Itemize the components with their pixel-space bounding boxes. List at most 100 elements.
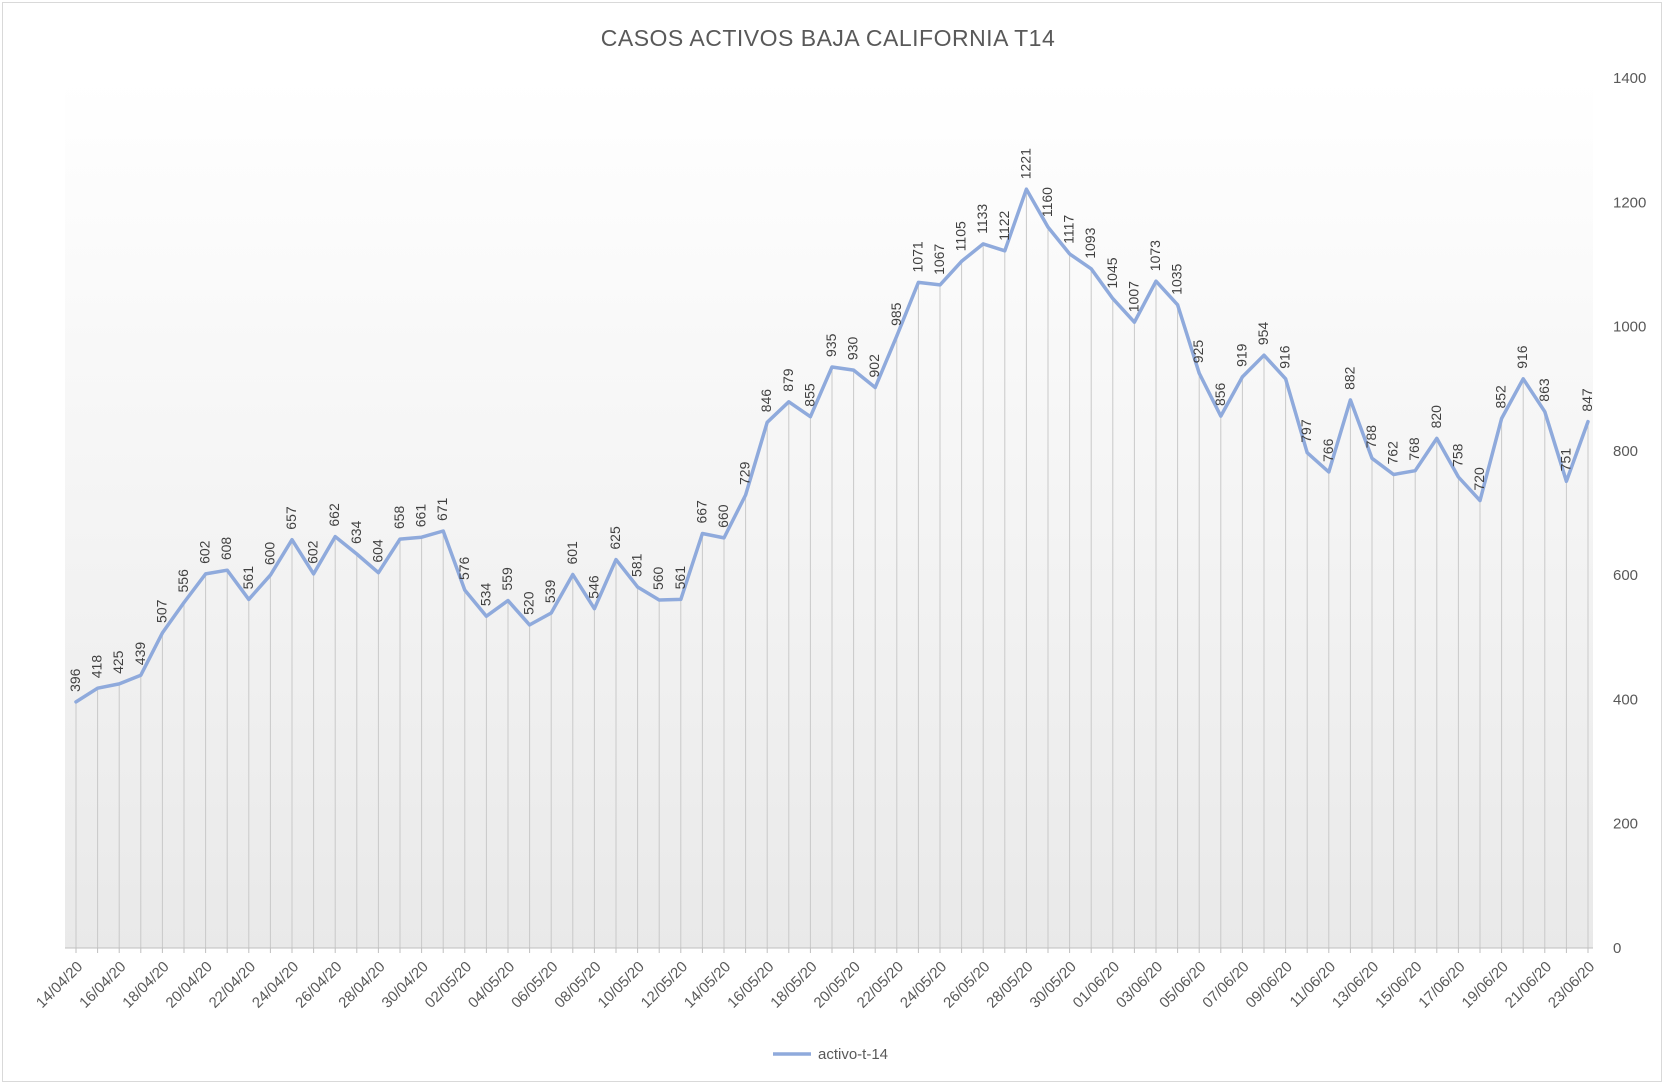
data-label: 560	[650, 566, 666, 590]
x-tick-label: 16/04/20	[76, 958, 129, 1011]
data-label: 634	[348, 520, 364, 544]
data-label: 720	[1471, 467, 1487, 491]
data-label: 1122	[996, 210, 1012, 240]
x-tick-label: 22/05/20	[854, 958, 907, 1011]
data-label: 559	[499, 567, 515, 591]
data-label: 556	[175, 569, 191, 593]
data-label: 788	[1363, 425, 1379, 449]
x-axis: 14/04/2016/04/2018/04/2020/04/2022/04/20…	[33, 948, 1598, 1012]
plot-background	[65, 78, 1593, 948]
x-tick-label: 18/04/20	[119, 958, 172, 1011]
data-label: 604	[369, 539, 385, 563]
chart-title: CASOS ACTIVOS BAJA CALIFORNIA T14	[601, 25, 1056, 51]
x-tick-label: 14/05/20	[681, 958, 734, 1011]
x-tick-label: 12/05/20	[638, 958, 691, 1011]
x-tick-label: 19/06/20	[1459, 958, 1512, 1011]
data-label: 1105	[953, 221, 969, 251]
data-label: 671	[434, 497, 450, 521]
data-label: 916	[1277, 345, 1293, 369]
x-tick-label: 10/05/20	[595, 958, 648, 1011]
data-label: 539	[542, 579, 558, 603]
x-tick-label: 24/04/20	[249, 958, 302, 1011]
x-tick-label: 08/05/20	[551, 958, 604, 1011]
data-label: 581	[629, 553, 645, 577]
x-tick-label: 04/05/20	[465, 958, 518, 1011]
data-label: 751	[1557, 448, 1573, 472]
data-label: 1045	[1104, 257, 1120, 288]
data-label: 1067	[931, 244, 947, 275]
x-tick-label: 23/06/20	[1545, 958, 1598, 1011]
data-label: 425	[110, 650, 126, 674]
x-tick-label: 06/05/20	[508, 958, 561, 1011]
data-label: 925	[1190, 340, 1206, 364]
data-label: 729	[737, 461, 753, 485]
data-label: 658	[391, 506, 407, 530]
x-tick-label: 26/05/20	[940, 958, 993, 1011]
data-label: 561	[672, 566, 688, 590]
data-label: 1160	[1039, 187, 1055, 217]
x-tick-label: 17/06/20	[1415, 958, 1468, 1011]
data-label: 954	[1255, 322, 1271, 346]
data-label: 985	[888, 302, 904, 326]
data-label: 797	[1298, 419, 1314, 443]
data-label: 396	[67, 668, 83, 692]
data-label: 661	[413, 504, 429, 528]
data-label: 600	[261, 542, 277, 566]
y-tick-label: 0	[1613, 940, 1621, 957]
drop-lines	[65, 189, 1593, 949]
data-label: 418	[89, 655, 105, 679]
x-tick-label: 05/06/20	[1156, 958, 1209, 1011]
data-label: 561	[240, 566, 256, 590]
legend: activo-t-14	[773, 1046, 888, 1063]
y-axis: 0 200 400 600 800 1000 1200 1400	[1613, 70, 1646, 957]
data-label: 1035	[1169, 263, 1185, 294]
data-label: 1007	[1125, 281, 1141, 312]
series-line-activo-t-14	[74, 187, 1590, 704]
data-label: 602	[197, 540, 213, 564]
x-tick-label: 16/05/20	[724, 958, 777, 1011]
y-tick-label: 800	[1613, 443, 1638, 460]
x-tick-label: 20/05/20	[811, 958, 864, 1011]
data-label: 660	[715, 504, 731, 528]
x-tick-label: 13/06/20	[1329, 958, 1382, 1011]
x-tick-label: 26/04/20	[292, 958, 345, 1011]
x-tick-label: 30/05/20	[1027, 958, 1080, 1011]
x-tick-label: 03/06/20	[1113, 958, 1166, 1011]
data-label: 919	[1233, 343, 1249, 367]
series-layer	[74, 187, 1590, 704]
data-labels: 396 418 425 439 507 556 602 608 561 600 657 602 662 6…	[67, 148, 1595, 692]
data-label: 758	[1449, 443, 1465, 467]
x-tick-label: 02/05/20	[422, 958, 475, 1011]
data-label: 762	[1385, 441, 1401, 465]
data-label: 916	[1514, 345, 1530, 369]
data-label: 847	[1579, 388, 1595, 412]
y-tick-label: 400	[1613, 691, 1638, 708]
data-label: 608	[218, 537, 234, 561]
data-label: 520	[521, 591, 537, 615]
y-tick-label: 600	[1613, 567, 1638, 584]
data-label: 602	[305, 540, 321, 564]
data-label: 930	[845, 336, 861, 360]
data-label: 846	[758, 389, 774, 413]
x-tick-label: 01/06/20	[1070, 958, 1123, 1011]
data-label: 820	[1428, 405, 1444, 429]
legend-label: activo-t-14	[818, 1046, 888, 1063]
data-label: 902	[866, 354, 882, 378]
data-label: 439	[132, 642, 148, 666]
data-label: 1093	[1082, 227, 1098, 258]
data-label: 852	[1493, 385, 1509, 409]
data-label: 576	[456, 556, 472, 580]
data-label: 534	[477, 583, 493, 607]
data-label: 625	[607, 526, 623, 550]
data-label: 1073	[1147, 240, 1163, 271]
y-tick-label: 200	[1613, 816, 1638, 833]
x-tick-label: 18/05/20	[767, 958, 820, 1011]
y-tick-label: 1200	[1613, 194, 1646, 211]
data-label: 882	[1341, 366, 1357, 390]
data-label: 662	[326, 503, 342, 527]
x-tick-label: 30/04/20	[379, 958, 432, 1011]
x-tick-label: 21/06/20	[1502, 958, 1555, 1011]
data-label: 601	[564, 541, 580, 565]
x-tick-label: 24/05/20	[897, 958, 950, 1011]
